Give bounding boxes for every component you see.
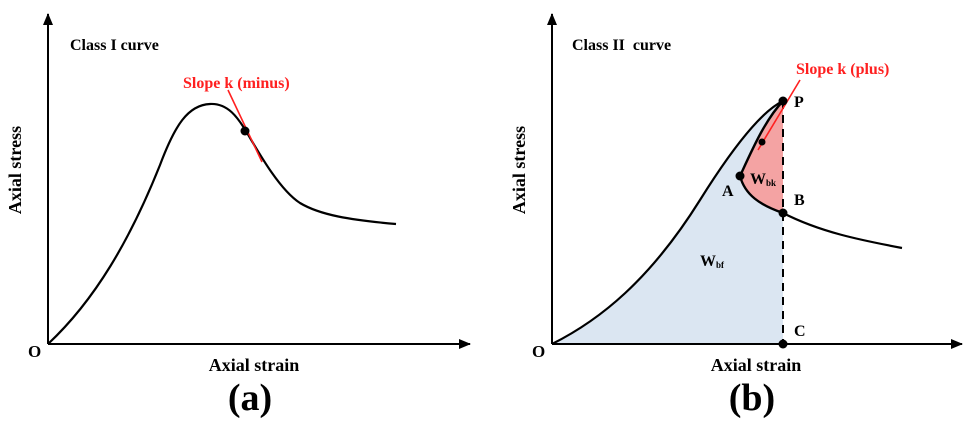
panel-a-stress-strain-curve — [47, 102, 397, 345]
panel-a-caption: (a) — [228, 377, 272, 419]
panel-b-origin-label: O — [532, 342, 545, 361]
panel-b-point-c — [778, 339, 788, 349]
panel-b-tangent-line — [757, 79, 801, 151]
panel-b-label-a: A — [722, 183, 734, 200]
panel-b-title: Class II curve — [572, 37, 671, 54]
panel-b-area-label-lower-sub: bf — [716, 260, 725, 270]
panel-b-label-c: C — [794, 323, 806, 340]
panel-b-slope-label: Slope k (plus) — [796, 61, 889, 78]
panel-b-caption: (b) — [729, 377, 775, 419]
panel-a-y-label: Axial stress — [5, 126, 25, 214]
panel-b-tangent-point — [758, 138, 766, 146]
panel-b: Class II curve Slope k (plus) Axial stre… — [509, 13, 963, 419]
panel-b-area-label-upper: Wbk — [750, 171, 776, 188]
panel-a-tangent-point — [240, 126, 250, 136]
panel-a-origin-label: O — [28, 342, 41, 361]
panel-b-y-label: Axial stress — [509, 126, 529, 214]
panel-b-absorbed-energy-region-lower — [552, 174, 783, 344]
panel-b-x-label: Axial strain — [711, 355, 802, 375]
panel-a-title: Class I curve — [70, 37, 159, 54]
panel-a: Class I curve Slope k (minus) Axial stre… — [5, 13, 471, 419]
panel-b-pre-peak-curve — [551, 100, 784, 345]
panel-b-label-b: B — [794, 192, 805, 209]
panel-b-point-b — [778, 208, 788, 218]
panel-b-label-p: P — [794, 94, 804, 111]
panel-b-point-p — [778, 96, 788, 106]
panel-a-slope-label: Slope k (minus) — [183, 75, 290, 92]
panel-b-released-energy-region — [740, 101, 783, 213]
panel-b-area-label-upper-sub: bk — [766, 178, 776, 188]
panel-b-area-label-lower: Wbf — [700, 253, 725, 270]
panel-a-tangent-line — [227, 89, 263, 163]
panel-b-post-peak-curve — [782, 212, 903, 250]
panel-a-x-label: Axial strain — [209, 355, 300, 375]
panel-b-area-label-upper-main: W — [750, 171, 766, 188]
panel-b-area-label-lower-main: W — [700, 253, 716, 270]
panel-b-point-a — [735, 171, 745, 181]
